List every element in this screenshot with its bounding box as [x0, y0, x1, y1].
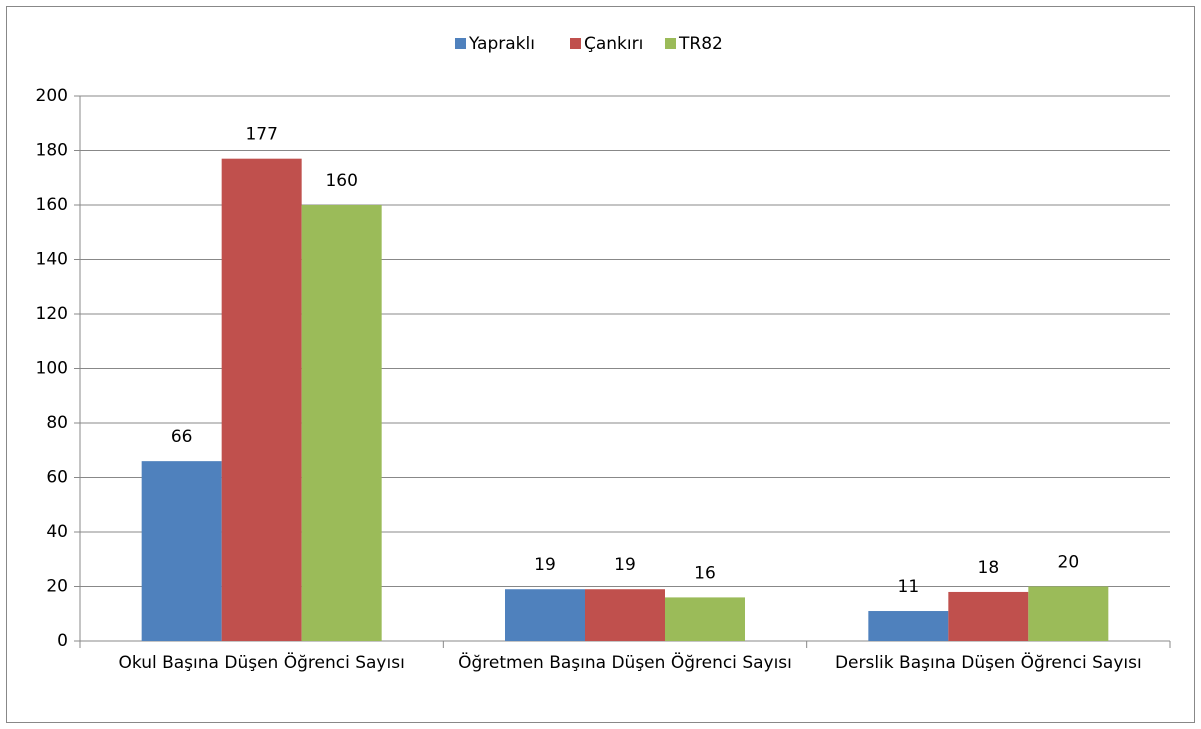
y-tick-label: 160 [36, 195, 68, 215]
y-tick-label: 180 [36, 141, 68, 161]
x-tick-label: Okul Başına Düşen Öğrenci Sayısı [118, 653, 405, 673]
data-label: 20 [1058, 553, 1080, 573]
y-tick-label: 140 [36, 250, 68, 270]
data-label: 177 [245, 125, 277, 145]
y-tick-label: 60 [46, 468, 68, 488]
y-tick-label: 100 [36, 359, 68, 379]
bar [948, 591, 1029, 641]
bar [1028, 586, 1109, 641]
bar [141, 461, 222, 641]
bar [868, 611, 949, 641]
y-tick-label: 40 [46, 522, 68, 542]
bar [505, 589, 585, 641]
x-tick-label: Öğretmen Başına Düşen Öğrenci Sayısı [458, 653, 792, 673]
data-label: 16 [694, 563, 716, 583]
legend-swatch [665, 38, 676, 49]
data-label: 11 [898, 577, 920, 597]
data-label: 160 [325, 171, 357, 191]
bar [585, 589, 665, 641]
bar [665, 597, 745, 641]
data-label: 19 [534, 555, 556, 575]
legend-label: Çankırı [584, 34, 643, 54]
legend-label: TR82 [678, 34, 723, 54]
y-tick-label: 80 [46, 413, 68, 433]
legend-swatch [455, 38, 466, 49]
bar [221, 158, 302, 642]
x-tick-label: Derslik Başına Düşen Öğrenci Sayısı [834, 653, 1142, 673]
data-label: 18 [978, 558, 1000, 578]
data-label: 19 [614, 555, 636, 575]
y-tick-label: 0 [57, 631, 68, 651]
legend-swatch [570, 38, 581, 49]
legend-label: Yapraklı [468, 34, 535, 54]
y-tick-label: 200 [36, 86, 68, 106]
data-label: 66 [171, 427, 193, 447]
y-tick-label: 20 [46, 577, 68, 597]
bar [301, 205, 382, 641]
y-tick-label: 120 [36, 304, 68, 324]
chart-border [6, 6, 1195, 723]
